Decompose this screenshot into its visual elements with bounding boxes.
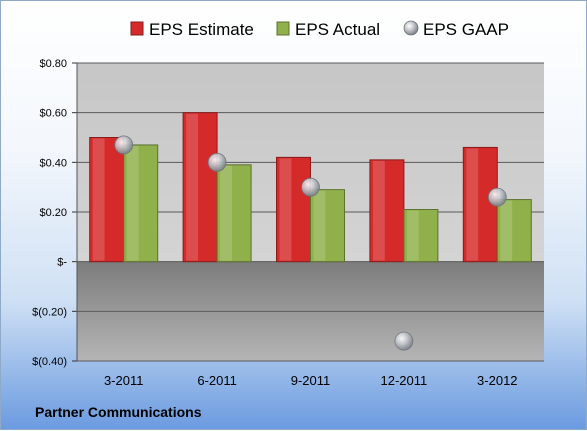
marker-eps-gaap (301, 177, 320, 197)
legend-swatch (403, 20, 419, 36)
legend-swatch (130, 21, 144, 36)
legend-label: EPS Estimate (149, 20, 254, 39)
legend-item: EPS Estimate (130, 20, 254, 39)
x-tick-label: 9-2011 (291, 373, 331, 388)
y-tick-label: $(0.20) (32, 306, 67, 318)
bar-highlight (466, 148, 479, 261)
legend-item: EPS Actual (276, 20, 380, 39)
bar-highlight (92, 138, 105, 261)
y-tick-label: $0.60 (39, 108, 67, 120)
marker-eps-gaap (487, 187, 507, 207)
bar-highlight (126, 145, 139, 261)
bar-highlight (500, 200, 513, 261)
y-tick-label: $0.40 (39, 157, 67, 169)
legend-label: EPS Actual (295, 20, 380, 39)
x-tick-label: 3-2012 (477, 373, 517, 388)
x-tick-label: 3-2011 (104, 373, 144, 388)
y-tick-label: $- (57, 257, 67, 269)
y-tick-label: $0.20 (39, 207, 67, 219)
bar-highlight (406, 210, 419, 261)
marker-eps-gaap (114, 135, 134, 155)
bar-highlight (279, 158, 292, 261)
y-tick-label: $(0.40) (32, 356, 67, 368)
bar-highlight (220, 165, 232, 261)
x-tick-label: 12-2011 (381, 373, 428, 388)
legend-label: EPS GAAP (423, 20, 509, 39)
bar-highlight (313, 190, 326, 261)
legend-item: EPS GAAP (403, 20, 509, 39)
marker-eps-gaap (207, 152, 227, 172)
company-name: Partner Communications (35, 404, 202, 420)
x-tick-label: 6-2011 (197, 373, 237, 388)
y-tick-label: $0.80 (39, 58, 67, 70)
marker-eps-gaap (394, 331, 414, 351)
bar-highlight (372, 160, 385, 261)
legend-swatch (276, 21, 290, 36)
bar-highlight (186, 113, 198, 261)
